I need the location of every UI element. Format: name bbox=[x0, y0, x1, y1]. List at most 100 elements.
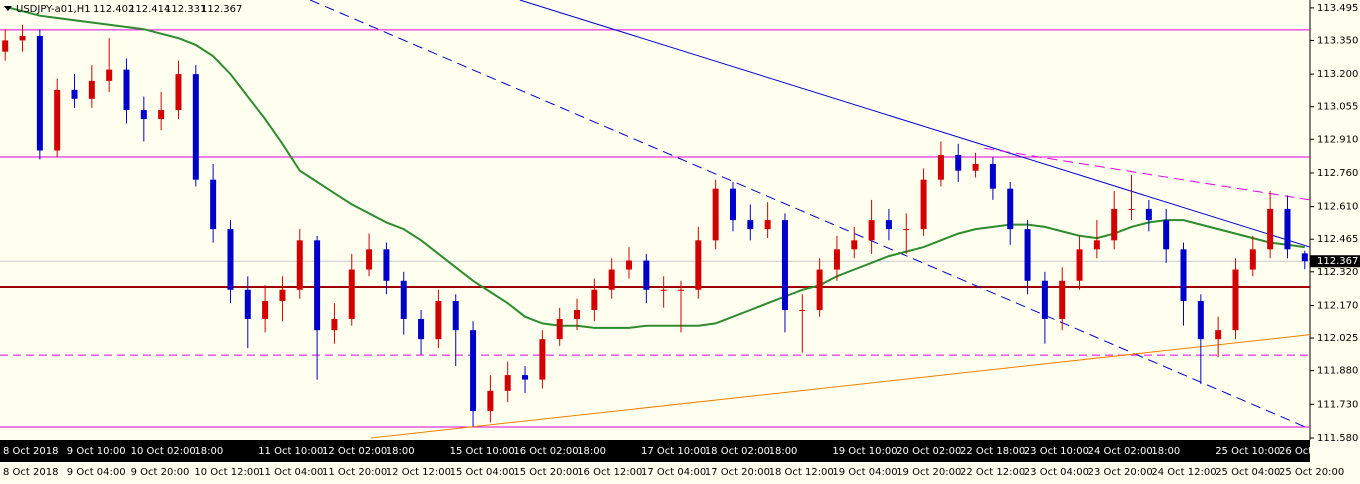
time-label-bottom: 15 Oct 04:00 bbox=[450, 467, 515, 478]
candle-body bbox=[764, 220, 771, 230]
candle-body bbox=[400, 280, 407, 319]
y-tick-label: 112.465 bbox=[1317, 234, 1358, 245]
candle-body bbox=[747, 220, 754, 230]
candle-body bbox=[955, 154, 962, 171]
plot bbox=[0, 0, 1311, 439]
time-label-bottom: 8 Oct 2018 bbox=[3, 467, 58, 478]
candle-body bbox=[695, 240, 702, 290]
time-label-top: 20 Oct 02:00 bbox=[896, 446, 961, 457]
candle-body bbox=[885, 220, 892, 230]
candle-body bbox=[556, 318, 563, 340]
time-label-bottom: 23 Oct 20:00 bbox=[1088, 467, 1153, 478]
candle-body bbox=[71, 89, 78, 99]
time-label-bottom: 25 Oct 20:00 bbox=[1279, 467, 1344, 478]
candle-body bbox=[88, 80, 95, 99]
time-label-bottom: 9 Oct 20:00 bbox=[131, 467, 190, 478]
time-label-bottom: 10 Oct 12:00 bbox=[194, 467, 259, 478]
y-tick-label: 112.170 bbox=[1317, 300, 1358, 311]
time-label-bottom: 22 Oct 12:00 bbox=[960, 467, 1025, 478]
y-tick-label: 112.320 bbox=[1317, 267, 1358, 278]
y-tick-label: 112.025 bbox=[1317, 333, 1358, 344]
candle-body bbox=[903, 229, 910, 231]
candle-body bbox=[1041, 280, 1048, 319]
candle-body bbox=[504, 375, 511, 391]
candle-body bbox=[418, 318, 425, 340]
candle-body bbox=[1180, 249, 1187, 301]
candle-body bbox=[868, 220, 875, 241]
candle-body bbox=[729, 188, 736, 221]
candle-body bbox=[608, 269, 615, 290]
time-label-bottom: 19 Oct 20:00 bbox=[896, 467, 961, 478]
header-close: 112.367 bbox=[201, 4, 242, 15]
time-label-bottom: 17 Oct 04:00 bbox=[641, 467, 706, 478]
candle-body bbox=[487, 390, 494, 412]
time-label-top: 18:00 bbox=[1151, 446, 1180, 457]
candle-body bbox=[210, 179, 217, 230]
candle-body bbox=[677, 289, 684, 291]
candle-body bbox=[799, 309, 806, 311]
candle-body bbox=[1197, 300, 1204, 340]
candle-body bbox=[1059, 280, 1066, 319]
time-axis-band bbox=[0, 440, 1310, 462]
time-label-top: 9 Oct 10:00 bbox=[67, 446, 126, 457]
time-label-top: 15 Oct 10:00 bbox=[450, 446, 515, 457]
candle-body bbox=[314, 240, 321, 331]
time-label-bottom: 9 Oct 04:00 bbox=[67, 467, 126, 478]
candle-body bbox=[851, 240, 858, 250]
time-label-bottom: 15 Oct 20:00 bbox=[513, 467, 578, 478]
candle-body bbox=[1249, 249, 1256, 270]
candle-body bbox=[140, 110, 147, 120]
candle-body bbox=[1215, 330, 1222, 340]
y-tick-label: 112.910 bbox=[1317, 134, 1358, 145]
header-high: 112.414 bbox=[129, 4, 170, 15]
trendline bbox=[370, 334, 1311, 439]
symbol: USDJPY-a01,H1 bbox=[16, 4, 91, 15]
candle-body bbox=[937, 154, 944, 180]
price-tag-label: 112.367 bbox=[1317, 256, 1358, 267]
candle-body bbox=[244, 289, 251, 319]
time-label-top: 18:00 bbox=[769, 446, 798, 457]
y-tick-label: 113.495 bbox=[1317, 3, 1358, 14]
time-label-top: 18:00 bbox=[386, 446, 415, 457]
y-tick-label: 113.350 bbox=[1317, 35, 1358, 46]
y-tick-label: 112.760 bbox=[1317, 168, 1358, 179]
candle-body bbox=[192, 74, 199, 180]
candle-body bbox=[1145, 208, 1152, 221]
candle-body bbox=[1093, 240, 1100, 250]
candle-body bbox=[106, 69, 113, 81]
time-label-top: 18:00 bbox=[194, 446, 223, 457]
candle-body bbox=[366, 249, 373, 270]
header-low: 112.331 bbox=[165, 4, 206, 15]
trendline bbox=[309, 0, 1311, 430]
moving-average bbox=[4, 5, 1305, 329]
time-label-top: 10 Oct 02:00 bbox=[131, 446, 196, 457]
candle-body bbox=[383, 249, 390, 281]
candle-body bbox=[833, 249, 840, 270]
time-label-bottom: 25 Oct 04:00 bbox=[1215, 467, 1280, 478]
time-label-bottom: 11 Oct 04:00 bbox=[258, 467, 323, 478]
candle-body bbox=[123, 69, 130, 111]
candle-body bbox=[1301, 253, 1308, 262]
candle-body bbox=[920, 179, 927, 230]
candle-body bbox=[19, 35, 26, 41]
candle-body bbox=[1024, 229, 1031, 281]
candle-body bbox=[296, 240, 303, 290]
time-label-top: 26 Oct 0 bbox=[1279, 446, 1322, 457]
time-label-top: 25 Oct 10:00 bbox=[1215, 446, 1280, 457]
y-tick-label: 113.200 bbox=[1317, 69, 1358, 80]
y-tick-label: 113.055 bbox=[1317, 102, 1358, 113]
candle-body bbox=[227, 229, 234, 290]
time-label-bottom: 11 Oct 20:00 bbox=[322, 467, 387, 478]
time-label-top: 11 Oct 10:00 bbox=[258, 446, 323, 457]
candle-body bbox=[643, 260, 650, 290]
y-tick-label: 111.730 bbox=[1317, 399, 1358, 410]
candle-body bbox=[54, 89, 61, 151]
time-label-top: 12 Oct 02:00 bbox=[322, 446, 387, 457]
candle-body bbox=[660, 289, 667, 291]
time-label-top: 17 Oct 10:00 bbox=[641, 446, 706, 457]
time-label-bottom: 12 Oct 12:00 bbox=[386, 467, 451, 478]
candle-body bbox=[591, 289, 598, 310]
time-label-top: 8 Oct 2018 bbox=[3, 446, 58, 457]
time-label-bottom: 24 Oct 12:00 bbox=[1151, 467, 1216, 478]
